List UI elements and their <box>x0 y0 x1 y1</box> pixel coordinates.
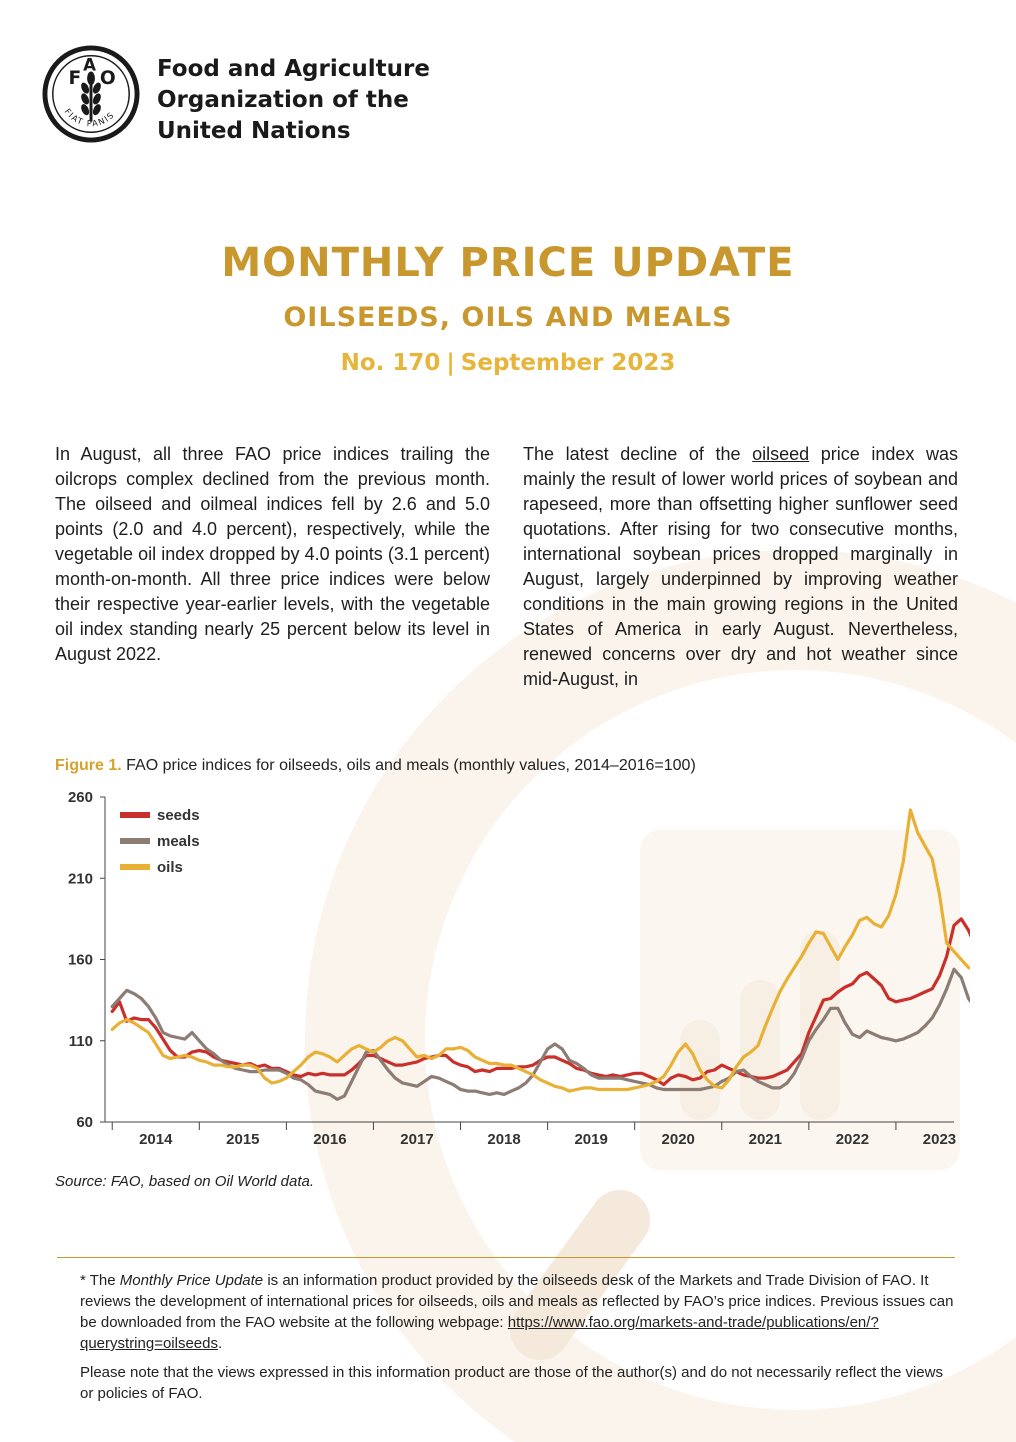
y-tick-label: 60 <box>76 1114 93 1131</box>
legend-label-meals: meals <box>157 833 200 850</box>
y-tick-label: 260 <box>68 789 93 806</box>
x-tick-label: 2018 <box>487 1131 520 1148</box>
x-tick-label: 2023 <box>923 1131 956 1148</box>
issue-number: No. 170 <box>340 350 441 376</box>
organization-name: Food and Agriculture Organization of the… <box>157 54 430 147</box>
y-tick-label: 160 <box>68 952 93 969</box>
x-tick-label: 2020 <box>662 1131 695 1148</box>
previous-issues-link[interactable]: https://www.fao.org/markets-and-trade/pu… <box>80 1314 879 1352</box>
org-name-line-2: Organization of the <box>157 87 409 113</box>
svg-text:FIAT PANIS: FIAT PANIS <box>63 106 117 128</box>
issue-line: No. 170 | September 2023 <box>0 350 1016 376</box>
issue-separator: | <box>446 350 455 376</box>
y-tick-label: 210 <box>68 870 93 887</box>
body-right-column: The latest decline of the oilseed price … <box>523 442 958 692</box>
x-tick-label: 2022 <box>836 1131 869 1148</box>
org-name-line-3: United Nations <box>157 118 351 144</box>
org-name-line-1: Food and Agriculture <box>157 56 430 82</box>
footnote-divider <box>57 1257 955 1258</box>
page-title: MONTHLY PRICE UPDATE <box>221 240 795 286</box>
series-line-meals <box>110 967 970 1101</box>
page-subtitle: OILSEEDS, OILS AND MEALS <box>283 302 733 333</box>
x-tick-label: 2015 <box>226 1131 259 1148</box>
logo-motto: FIAT PANIS <box>63 106 115 128</box>
x-tick-label: 2017 <box>400 1131 433 1148</box>
price-index-chart: 60 110 160 210 260 2014 2015 2016 2017 2018 2019 20… <box>68 789 970 1148</box>
product-name: Monthly Price Update <box>119 1272 264 1289</box>
footnote-product-info: * The Monthly Price Update is an informa… <box>80 1272 954 1352</box>
figure-caption: Figure 1. FAO price indices for oilseeds… <box>55 757 696 775</box>
right-prefix: The latest decline of the <box>523 444 753 464</box>
legend-label-seeds: seeds <box>157 807 200 824</box>
logo-letter-f: F <box>68 68 81 89</box>
footnote-disclaimer: Please note that the views expressed in … <box>80 1364 943 1402</box>
legend-label-oils: oils <box>157 859 183 876</box>
logo-letter-a: A <box>83 55 96 74</box>
x-tick-label: 2021 <box>749 1131 782 1148</box>
logo-letter-o: O <box>100 68 116 89</box>
series-line-oils <box>110 808 970 1093</box>
oilseed-term: oilseed <box>752 444 810 464</box>
figure-source: Source: FAO, based on Oil World data. <box>55 1173 315 1190</box>
figure-caption-text: FAO price indices for oilseeds, oils and… <box>121 757 696 774</box>
right-suffix: price index was mainly the result of low… <box>523 444 959 689</box>
x-tick-label: 2019 <box>574 1131 607 1148</box>
x-tick-label: 2016 <box>313 1131 346 1148</box>
fao-logo: F A O FIAT PANIS <box>42 45 140 143</box>
body-left-column: In August, all three FAO price indices t… <box>55 444 490 664</box>
x-tick-label: 2014 <box>139 1131 173 1148</box>
issue-date: September 2023 <box>460 350 676 376</box>
wheat-icon <box>81 71 101 122</box>
y-tick-label: 110 <box>69 1033 93 1050</box>
figure-label: Figure 1. <box>55 757 122 774</box>
